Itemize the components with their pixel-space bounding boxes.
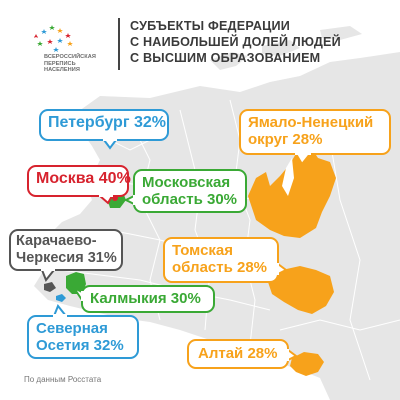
source-note: По данным Росстата — [24, 375, 102, 384]
callout-karachaevo — [9, 229, 123, 282]
label-text: Осетия 32% — [36, 337, 124, 355]
callout-moskva — [27, 165, 129, 205]
island-novaya-zemlya — [210, 52, 248, 70]
logo-line: НАСЕЛЕНИЯ — [44, 67, 80, 74]
label-text: Карачаево- — [16, 233, 97, 249]
label-altai: Алтай 28% — [198, 345, 277, 362]
region-kalmykia — [66, 272, 86, 294]
label-yamal: Ямало-Ненецкий округ 28% — [248, 114, 373, 149]
label-text: область 28% — [172, 259, 268, 277]
region-altai — [290, 352, 324, 376]
callout-mosoblast — [123, 169, 247, 213]
label-text: Калмыкия 30% — [90, 290, 201, 307]
label-text: Ямало-Ненецкий — [248, 114, 374, 131]
label-karachaevo: Карачаево- Черкесия 31% — [16, 233, 117, 266]
label-text: Черкесия 31% — [16, 249, 117, 266]
label-text: Северная — [36, 320, 108, 337]
label-mosoblast: Московская область 30% — [142, 174, 237, 209]
callout-osetia — [27, 304, 139, 359]
label-text: округ 28% — [248, 131, 323, 149]
page-title: СУБЪЕКТЫ ФЕДЕРАЦИИ С НАИБОЛЬШЕЙ ДОЛЕЙ ЛЮ… — [130, 18, 380, 66]
title-line: С ВЫСШИМ ОБРАЗОВАНИЕМ — [130, 51, 321, 65]
logo-line: ПЕРЕПИСЬ — [44, 60, 76, 67]
label-peterburg: Петербург 32% — [48, 114, 166, 132]
label-osetia: Северная Осетия 32% — [36, 320, 124, 355]
label-text: область 30% — [142, 191, 238, 209]
header-divider — [118, 18, 120, 70]
title-line: СУБЪЕКТЫ ФЕДЕРАЦИИ — [130, 19, 291, 33]
label-moskva: Москва 40% — [36, 170, 131, 188]
callout-kalmykia — [71, 285, 215, 313]
logo-text: ВСЕРОССИЙСКАЯ ПЕРЕПИСЬ НАСЕЛЕНИЯ — [44, 54, 96, 74]
label-kalmykia: Калмыкия 30% — [90, 290, 201, 307]
label-text: Московская — [142, 174, 231, 191]
callout-tomsk — [163, 237, 288, 283]
label-tomsk: Томская область 28% — [172, 242, 267, 277]
island-north — [262, 40, 300, 56]
island-north-east — [320, 26, 362, 40]
label-text: Петербург 32% — [48, 114, 166, 131]
label-text: Томская — [172, 242, 234, 259]
region-karachaevo — [44, 282, 56, 292]
region-tomsk — [268, 266, 334, 314]
region-yamal — [248, 146, 336, 238]
label-text: Алтай 28% — [198, 345, 278, 362]
census-logo: ВСЕРОССИЙСКАЯ ПЕРЕПИСЬ НАСЕЛЕНИЯ — [28, 24, 120, 80]
callout-yamal — [239, 109, 391, 166]
census-stars-icon — [34, 25, 73, 52]
title-line: С НАИБОЛЬШЕЙ ДОЛЕЙ ЛЮДЕЙ — [130, 35, 341, 49]
callout-altai — [187, 339, 298, 369]
logo-line: ВСЕРОССИЙСКАЯ — [44, 54, 96, 60]
label-text: Москва 40% — [36, 170, 131, 187]
region-osetia — [56, 294, 66, 302]
callout-peterburg — [39, 109, 169, 150]
yamal-gulf — [282, 158, 294, 196]
